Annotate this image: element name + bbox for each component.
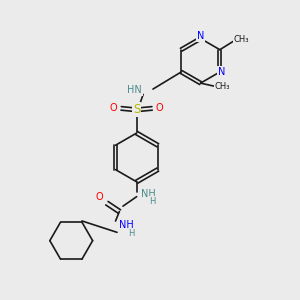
Text: S: S	[133, 103, 140, 116]
Text: O: O	[110, 103, 117, 113]
Text: O: O	[156, 103, 164, 113]
Text: N: N	[218, 67, 225, 77]
Text: H: H	[149, 197, 155, 206]
Text: CH₃: CH₃	[233, 35, 249, 44]
Text: N: N	[197, 32, 204, 41]
Text: O: O	[95, 192, 103, 202]
Text: NH: NH	[119, 220, 134, 230]
Text: CH₃: CH₃	[214, 82, 230, 91]
Text: HN: HN	[127, 85, 142, 95]
Text: H: H	[128, 229, 134, 238]
Text: NH: NH	[140, 189, 155, 199]
